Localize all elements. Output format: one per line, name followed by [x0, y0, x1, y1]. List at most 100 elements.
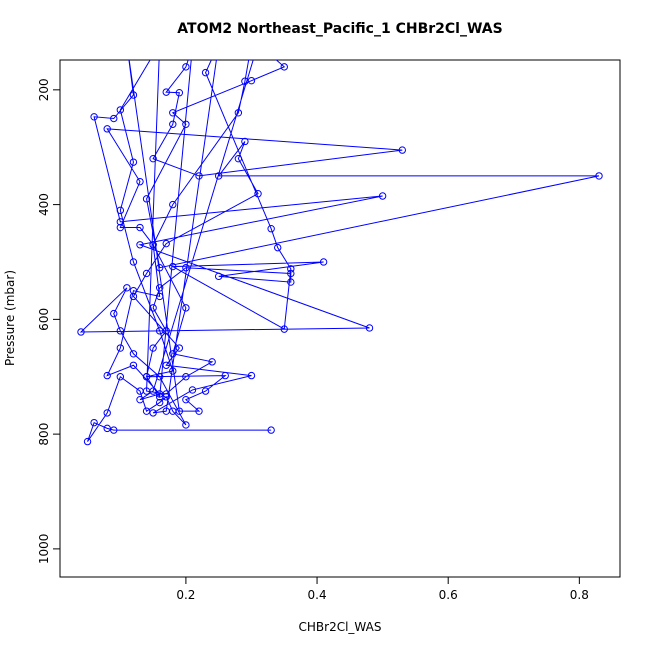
data-point	[182, 373, 190, 381]
data-point	[103, 424, 111, 433]
data-point	[287, 265, 295, 273]
data-point	[149, 409, 157, 417]
data-point	[136, 395, 144, 404]
data-point	[142, 387, 151, 395]
data-point	[169, 367, 177, 375]
data-point	[129, 158, 138, 166]
data-point	[182, 304, 190, 312]
data-point	[103, 371, 111, 380]
data-point	[149, 344, 157, 352]
data-point	[182, 63, 190, 71]
data-point	[188, 386, 197, 394]
data-point	[116, 344, 125, 352]
data-point	[116, 373, 125, 381]
data-point	[129, 91, 138, 99]
data-point	[175, 89, 184, 97]
data-point	[182, 264, 190, 272]
data-point	[365, 324, 374, 332]
data-point	[208, 358, 216, 366]
data-point	[182, 395, 190, 404]
x-tick-label: 0.2	[176, 588, 195, 602]
data-point	[142, 373, 151, 381]
y-axis-label: Pressure (mbar)	[3, 270, 17, 366]
y-tick-label: 800	[37, 423, 51, 446]
data-point	[155, 398, 164, 407]
data-point	[169, 350, 177, 358]
data-point	[136, 223, 144, 232]
data-point	[255, 41, 261, 47]
data-point	[149, 304, 157, 312]
data-point	[129, 361, 138, 369]
y-tick-label: 200	[37, 78, 51, 101]
data-point	[201, 68, 210, 77]
data-point	[110, 426, 118, 434]
data-point	[116, 223, 125, 232]
data-point	[136, 177, 144, 186]
data-point	[195, 172, 203, 180]
data-point	[142, 195, 151, 203]
data-point	[182, 421, 190, 429]
data-point	[103, 409, 111, 417]
series-line	[79, 60, 600, 442]
data-point	[142, 269, 151, 278]
data-point	[162, 390, 170, 398]
data-point	[378, 192, 387, 200]
data-point	[110, 309, 118, 318]
data-point	[214, 172, 223, 180]
data-point	[274, 243, 282, 252]
data-point	[175, 344, 184, 352]
data-point	[175, 407, 184, 415]
data-point	[234, 109, 243, 117]
data-point	[182, 120, 190, 128]
data-point	[241, 77, 249, 85]
data-point	[169, 200, 177, 209]
data-point	[90, 113, 98, 121]
data-point	[149, 154, 157, 163]
data-point	[280, 325, 288, 333]
data-point	[201, 387, 210, 395]
x-tick-label: 0.4	[308, 588, 327, 602]
data-point	[116, 327, 125, 335]
data-point	[248, 41, 254, 47]
data-point	[162, 88, 170, 96]
data-point	[149, 241, 157, 249]
data-point	[169, 109, 177, 117]
data-point	[155, 284, 164, 292]
x-tick-label: 0.8	[570, 588, 589, 602]
data-point	[169, 120, 177, 128]
data-point	[155, 393, 164, 401]
data-point	[116, 106, 125, 114]
data-point	[136, 241, 144, 249]
data-point	[287, 278, 295, 286]
data-point	[267, 426, 275, 434]
data-point	[129, 258, 138, 266]
data-point	[129, 292, 138, 301]
data-point	[398, 146, 406, 154]
data-point	[142, 407, 151, 415]
y-tick-label: 400	[37, 193, 51, 216]
y-tick-label: 600	[37, 308, 51, 331]
data-point	[595, 172, 603, 180]
data-point	[241, 137, 249, 146]
data-point	[103, 125, 111, 133]
data-point	[254, 189, 262, 198]
data-point	[124, 41, 130, 47]
data-point	[287, 269, 295, 278]
data-point	[169, 262, 177, 271]
data-point	[215, 41, 221, 47]
data-point	[221, 371, 229, 380]
data-point	[83, 437, 92, 446]
data-point	[234, 154, 243, 163]
data-point	[162, 239, 170, 248]
data-point	[319, 258, 328, 266]
data-point	[214, 272, 223, 281]
data-point	[247, 371, 256, 380]
data-point	[116, 206, 125, 215]
y-tick-label: 1000	[37, 534, 51, 565]
data-point	[123, 284, 131, 292]
data-point	[162, 361, 170, 369]
data-point	[129, 286, 138, 295]
data-point	[189, 44, 195, 50]
data-point	[155, 327, 164, 335]
